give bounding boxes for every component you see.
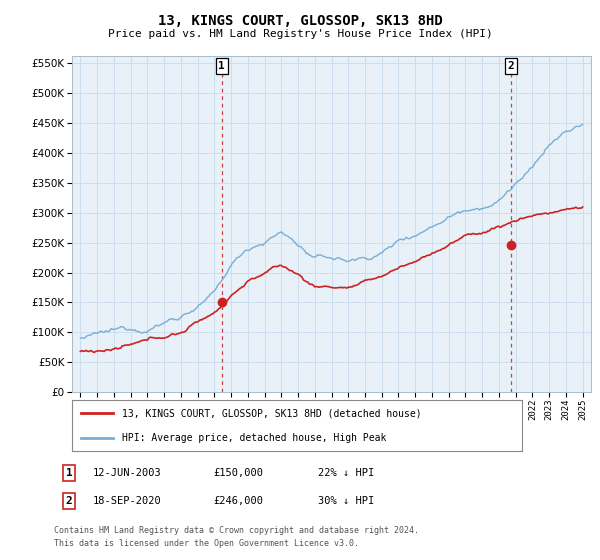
Text: Contains HM Land Registry data © Crown copyright and database right 2024.: Contains HM Land Registry data © Crown c… — [54, 526, 419, 535]
Text: £150,000: £150,000 — [213, 468, 263, 478]
Text: 13, KINGS COURT, GLOSSOP, SK13 8HD: 13, KINGS COURT, GLOSSOP, SK13 8HD — [158, 14, 442, 28]
Text: 2: 2 — [508, 61, 514, 71]
Text: HPI: Average price, detached house, High Peak: HPI: Average price, detached house, High… — [121, 433, 386, 443]
Text: 2: 2 — [65, 496, 73, 506]
Text: £246,000: £246,000 — [213, 496, 263, 506]
Text: 18-SEP-2020: 18-SEP-2020 — [93, 496, 162, 506]
Text: 22% ↓ HPI: 22% ↓ HPI — [318, 468, 374, 478]
Text: 12-JUN-2003: 12-JUN-2003 — [93, 468, 162, 478]
Text: 1: 1 — [65, 468, 73, 478]
Text: 1: 1 — [218, 61, 225, 71]
Text: Price paid vs. HM Land Registry's House Price Index (HPI): Price paid vs. HM Land Registry's House … — [107, 29, 493, 39]
Text: This data is licensed under the Open Government Licence v3.0.: This data is licensed under the Open Gov… — [54, 539, 359, 548]
Text: 13, KINGS COURT, GLOSSOP, SK13 8HD (detached house): 13, KINGS COURT, GLOSSOP, SK13 8HD (deta… — [121, 408, 421, 418]
Text: 30% ↓ HPI: 30% ↓ HPI — [318, 496, 374, 506]
